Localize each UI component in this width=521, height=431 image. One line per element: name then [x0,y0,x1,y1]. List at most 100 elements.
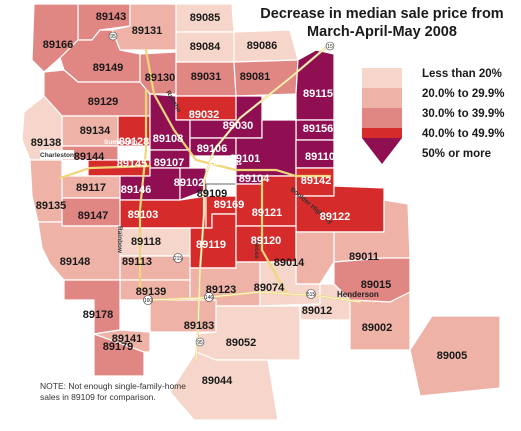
zip-label-89015: 89015 [361,279,392,291]
svg-text:160: 160 [144,298,153,304]
footnote: NOTE: Not enough single-family-home sale… [40,381,186,402]
legend-swatches [362,68,402,164]
svg-text:15: 15 [327,44,333,50]
zip-label-89149: 89149 [93,62,124,74]
zip-label-89178: 89178 [83,309,114,321]
zip-label-89011: 89011 [349,251,379,263]
highway-515-shield: 515 [306,289,316,299]
zip-label-89130: 89130 [145,72,176,84]
zip-label-89002: 89002 [362,322,393,334]
zip-region-89179 [93,333,145,377]
highway-146-shield: 146 [204,292,214,302]
legend-swatch-2 [362,88,402,108]
zip-label-89120: 89120 [251,235,282,247]
zip-label-89085: 89085 [190,12,221,24]
zip-label-89138: 89138 [31,137,62,149]
zip-label-89147: 89147 [78,210,109,222]
zip-region-89148 [37,221,121,281]
title-line-1: Decrease in median sale price from [260,6,504,22]
highway-95-shield: 95 [108,31,118,41]
zip-label-89108: 89108 [153,133,184,145]
zip-label-89141: 89141 [112,333,143,345]
zip-label-89081: 89081 [240,71,271,83]
zip-label-89122: 89122 [320,211,351,223]
place-henderson: Henderson [337,290,379,299]
zip-label-89183: 89183 [184,320,215,332]
zip-label-89106: 89106 [197,143,228,155]
zip-label-89142: 89142 [301,175,332,187]
place-summerlin: Summerlin [104,139,138,146]
zip-label-89145: 89145 [117,158,148,170]
road-pecos: Pecos [253,240,260,260]
map-title: Decrease in median sale price from March… [248,5,516,41]
legend-label-4: 40.0% to 49.9% [422,128,505,140]
zip-region-89002 [349,291,411,351]
zip-label-89084: 89084 [190,41,221,53]
place-charleston: Charleston [40,152,74,159]
zip-label-89117: 89117 [76,182,106,194]
road-rainbow: Rainbow [116,226,123,254]
zip-label-89118: 89118 [131,236,161,248]
zip-label-89032: 89032 [189,109,220,121]
zip-region-89178 [63,279,121,335]
svg-text:515: 515 [307,292,316,298]
zip-label-89104: 89104 [239,173,270,185]
zip-label-89086: 89086 [247,40,278,52]
zip-label-89101: 89101 [230,153,261,165]
zip-label-89129: 89129 [88,96,119,108]
zip-label-89166: 89166 [43,39,74,51]
title-line-2: March-April-May 2008 [307,24,457,40]
zip-label-89044: 89044 [202,375,233,387]
legend-swatch-1 [362,68,402,88]
zip-label-89103: 89103 [128,209,159,221]
highway-215-shield: 215 [173,253,183,263]
zip-label-89107: 89107 [154,157,185,169]
zip-label-89109: 89109 [197,188,228,200]
zip-label-89143: 89143 [96,11,127,23]
zip-region-89115 [295,49,335,121]
svg-text:146: 146 [205,295,214,301]
zip-region-89005 [409,315,501,397]
zip-label-89169: 89169 [214,199,245,211]
zip-label-89179: 89179 [103,341,134,353]
zip-label-89110: 89110 [305,151,335,163]
zip-label-89102: 89102 [174,177,205,189]
zip-region-89012 [299,283,351,321]
svg-text:95: 95 [110,34,116,40]
zip-label-89148: 89148 [60,256,91,268]
legend-swatch-5 [362,138,402,164]
place-las-vegas: Las Vegas [210,160,242,167]
zip-label-89131: 89131 [132,25,163,37]
zip-label-89144: 89144 [74,151,105,163]
legend-label-3: 30.0% to 39.9% [422,108,505,120]
zip-label-89052: 89052 [226,337,257,349]
highway-15-shield: 15 [325,41,335,51]
zip-label-89030: 89030 [223,120,254,132]
zip-region-89135 [29,159,63,223]
zip-label-89119: 89119 [196,239,226,251]
zip-label-89123: 89123 [206,284,237,296]
zip-label-89128: 89128 [119,136,150,148]
zip-region-89044 [169,351,279,421]
zip-label-89146: 89146 [121,184,152,196]
legend-swatch-3 [362,108,402,128]
highway-95-south-shield: 95 [195,337,205,347]
legend-label-1: Less than 20% [422,68,502,80]
zip-label-89113: 89113 [122,256,152,268]
zip-label-89014: 89014 [274,257,305,269]
legend-label-5: 50% or more [422,148,492,160]
zip-label-89031: 89031 [191,71,222,83]
zip-label-89121: 89121 [252,207,283,219]
zip-label-89135: 89135 [36,200,67,212]
svg-text:95: 95 [197,340,203,346]
zip-label-89074: 89074 [254,282,285,294]
highway-160-shield: 160 [143,295,153,305]
zip-label-89005: 89005 [437,350,468,362]
legend-label-2: 20.0% to 29.9% [422,88,505,100]
zip-label-89115: 89115 [303,88,333,100]
svg-text:215: 215 [174,256,183,262]
zip-label-89139: 89139 [136,286,167,298]
zip-label-89156: 89156 [303,123,334,135]
zip-label-89134: 89134 [80,125,111,137]
